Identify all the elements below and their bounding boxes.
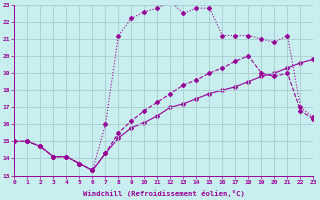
X-axis label: Windchill (Refroidissement éolien,°C): Windchill (Refroidissement éolien,°C) <box>83 190 245 197</box>
